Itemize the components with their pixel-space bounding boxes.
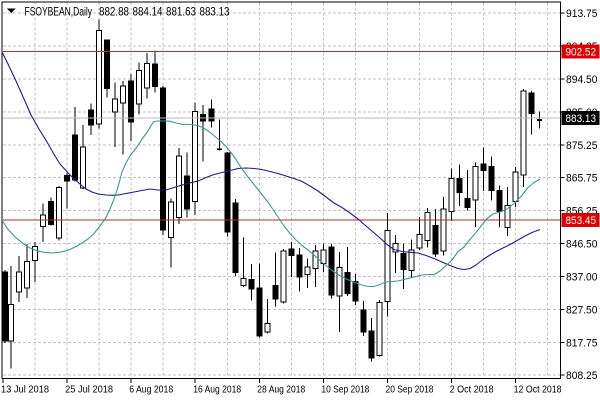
svg-text:882.88: 882.88 — [99, 5, 129, 19]
svg-text:2 Oct 2018: 2 Oct 2018 — [450, 384, 494, 396]
svg-text:28 Aug 2018: 28 Aug 2018 — [257, 384, 305, 396]
svg-text:875.25: 875.25 — [566, 140, 598, 152]
svg-text:884.14: 884.14 — [133, 5, 163, 19]
svg-text:881.63: 881.63 — [166, 5, 196, 19]
svg-text:6 Aug 2018: 6 Aug 2018 — [129, 384, 173, 396]
svg-text:846.50: 846.50 — [566, 239, 598, 251]
svg-text:13 Jul 2018: 13 Jul 2018 — [1, 384, 49, 396]
svg-text:10 Sep 2018: 10 Sep 2018 — [321, 384, 369, 396]
svg-text:20 Sep 2018: 20 Sep 2018 — [386, 384, 434, 396]
svg-text:902.52: 902.52 — [566, 47, 597, 59]
svg-text:865.75: 865.75 — [566, 173, 598, 185]
svg-text:894.50: 894.50 — [566, 74, 598, 86]
svg-text:16 Aug 2018: 16 Aug 2018 — [193, 384, 241, 396]
svg-text:913.75: 913.75 — [566, 8, 598, 20]
svg-text:827.50: 827.50 — [566, 304, 598, 316]
svg-text:837.00: 837.00 — [566, 272, 598, 284]
svg-text:25 Jul 2018: 25 Jul 2018 — [65, 384, 113, 396]
svg-text:853.45: 853.45 — [566, 215, 597, 227]
svg-text:883.13: 883.13 — [566, 113, 597, 125]
svg-text:FSOYBEAN,Daily: FSOYBEAN,Daily — [25, 5, 93, 19]
svg-text:808.25: 808.25 — [566, 370, 598, 382]
svg-text:883.13: 883.13 — [200, 5, 230, 19]
svg-text:817.75: 817.75 — [566, 337, 598, 349]
svg-text:12 Oct 2018: 12 Oct 2018 — [514, 384, 562, 396]
